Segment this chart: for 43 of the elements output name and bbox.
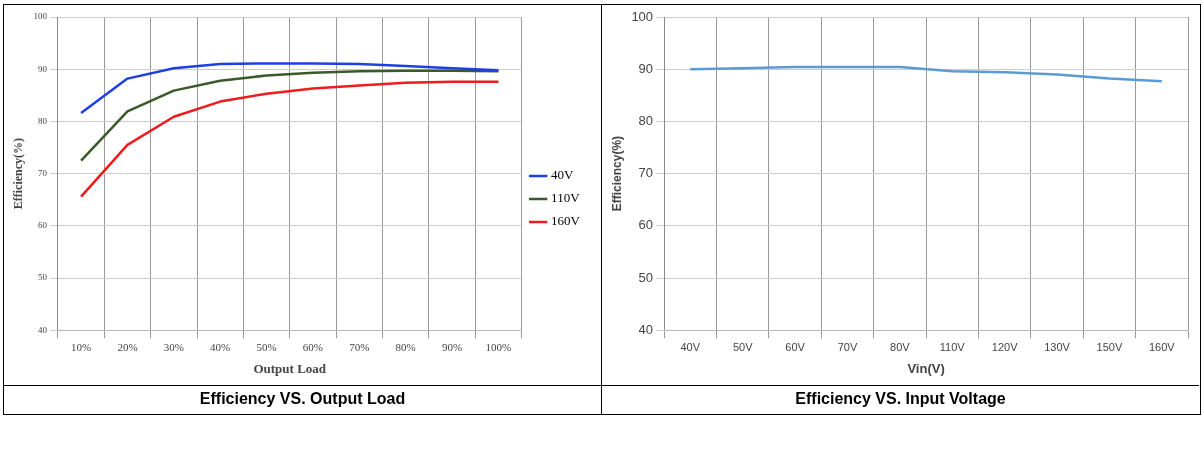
y-tick-label: 90 — [37, 63, 48, 74]
x-tick-label: 120V — [991, 340, 1019, 353]
x-tick-label: 30% — [163, 340, 184, 353]
x-tick-label: 160V — [1148, 340, 1176, 353]
legend-label: 40V — [551, 167, 575, 183]
x-tick-label: 40V — [680, 340, 701, 353]
x-tick-label: 150V — [1096, 340, 1123, 353]
x-tick-label: 110V — [939, 340, 966, 353]
y-tick-label: 50 — [37, 272, 48, 283]
x-tick-label: 40% — [210, 340, 231, 353]
y-tick-label: 50 — [638, 269, 654, 285]
x-tick-label: 50V — [732, 340, 754, 353]
x-axis-title: Vin(V) — [907, 360, 945, 376]
y-tick-label: 40 — [638, 321, 654, 337]
x-tick-label: 50% — [256, 340, 277, 353]
y-tick-label: 80 — [638, 112, 654, 128]
x-axis-title: Output Load — [253, 360, 327, 376]
y-axis-title: Efficiency(%) — [11, 137, 26, 210]
legend-label: 160V — [551, 213, 581, 229]
x-tick-label: 70% — [349, 340, 370, 353]
y-tick-label: 70 — [638, 165, 654, 181]
y-tick-label: 40 — [37, 324, 48, 335]
x-tick-label: 20% — [117, 340, 138, 353]
x-tick-label: 90% — [441, 340, 463, 353]
text: Efficiency VS. Input Voltage — [602, 385, 1199, 414]
y-tick-label: 100 — [631, 8, 654, 24]
y-tick-label: 100 — [33, 11, 48, 22]
x-tick-label: 130V — [1044, 340, 1071, 353]
text: Efficiency VS. Output Load — [4, 385, 601, 414]
x-tick-label: 80V — [890, 340, 911, 353]
y-tick-label: 60 — [37, 220, 48, 231]
y-tick-label: 70 — [37, 167, 48, 178]
y-tick-label: 80 — [37, 115, 48, 126]
x-tick-label: 60V — [785, 340, 806, 353]
legend-label: 110V — [551, 190, 581, 206]
x-tick-label: 10% — [71, 340, 92, 353]
y-tick-label: 60 — [638, 217, 654, 233]
y-axis-title: Efficiency(%) — [609, 135, 624, 212]
y-tick-label: 90 — [638, 60, 654, 76]
x-tick-label: 80% — [395, 340, 416, 353]
x-tick-label: 70V — [837, 340, 858, 353]
x-tick-label: 60% — [302, 340, 324, 353]
x-tick-label: 100% — [485, 340, 512, 353]
